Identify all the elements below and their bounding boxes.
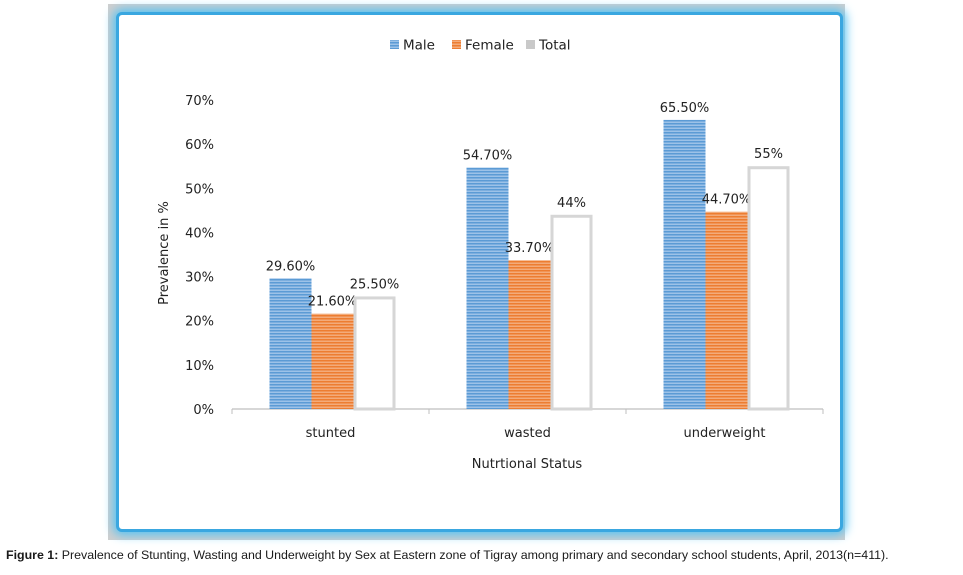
x-axis-label: Nutrtional Status (472, 457, 583, 472)
figure-caption: Figure 1: Prevalence of Stunting, Wastin… (6, 548, 961, 562)
y-tick-label: 0% (193, 403, 214, 418)
x-tick-label: wasted (504, 426, 551, 441)
y-axis-label: Prevalence in % (157, 201, 172, 305)
y-tick-label: 30% (185, 271, 214, 286)
bar-male-wasted (466, 167, 509, 409)
legend-swatch-male (390, 40, 399, 49)
y-tick-label: 20% (185, 315, 214, 330)
legend-label-male: Male (403, 38, 435, 54)
bar-female-stunted (311, 313, 354, 409)
legend-label-female: Female (465, 38, 514, 54)
caption-label: Figure 1: (6, 548, 59, 562)
caption-text: Prevalence of Stunting, Wasting and Unde… (58, 548, 889, 562)
y-tick-label: 10% (185, 359, 214, 374)
data-label: 25.50% (350, 277, 400, 292)
data-label: 21.60% (308, 295, 358, 310)
y-tick-label: 70% (185, 94, 214, 109)
y-tick-label: 50% (185, 182, 214, 197)
data-label: 54.70% (463, 149, 513, 164)
legend-swatch-female (452, 40, 461, 49)
bar-female-underweight (705, 211, 748, 409)
bar-male-stunted (269, 278, 312, 409)
x-tick-label: stunted (306, 426, 356, 441)
data-label: 33.70% (505, 241, 555, 256)
y-tick-label: 60% (185, 138, 214, 153)
bar-total-wasted (550, 214, 593, 411)
bar-male-underweight (663, 119, 706, 409)
data-label: 29.60% (266, 259, 316, 274)
data-label: 44.70% (702, 193, 752, 208)
data-label: 55% (754, 147, 783, 162)
legend-swatch-total (526, 40, 535, 49)
legend-label-total: Total (538, 38, 571, 54)
data-label: 65.50% (660, 101, 710, 116)
legend: Male Female Total (390, 38, 571, 54)
bar-female-wasted (508, 260, 551, 409)
x-tick-label: underweight (684, 426, 766, 441)
bar-total-underweight (747, 166, 790, 411)
bar-total-stunted (353, 296, 396, 411)
y-tick-label: 40% (185, 226, 214, 241)
bars: 29.60% 21.60% 25.50% 54.70% 33.70% 44% 65.50% 4… (266, 101, 790, 411)
axes: 0% 10% 20% 30% 40% 50% 60% 70% stunted wasted unde… (185, 94, 824, 441)
data-label: 44% (557, 196, 586, 211)
